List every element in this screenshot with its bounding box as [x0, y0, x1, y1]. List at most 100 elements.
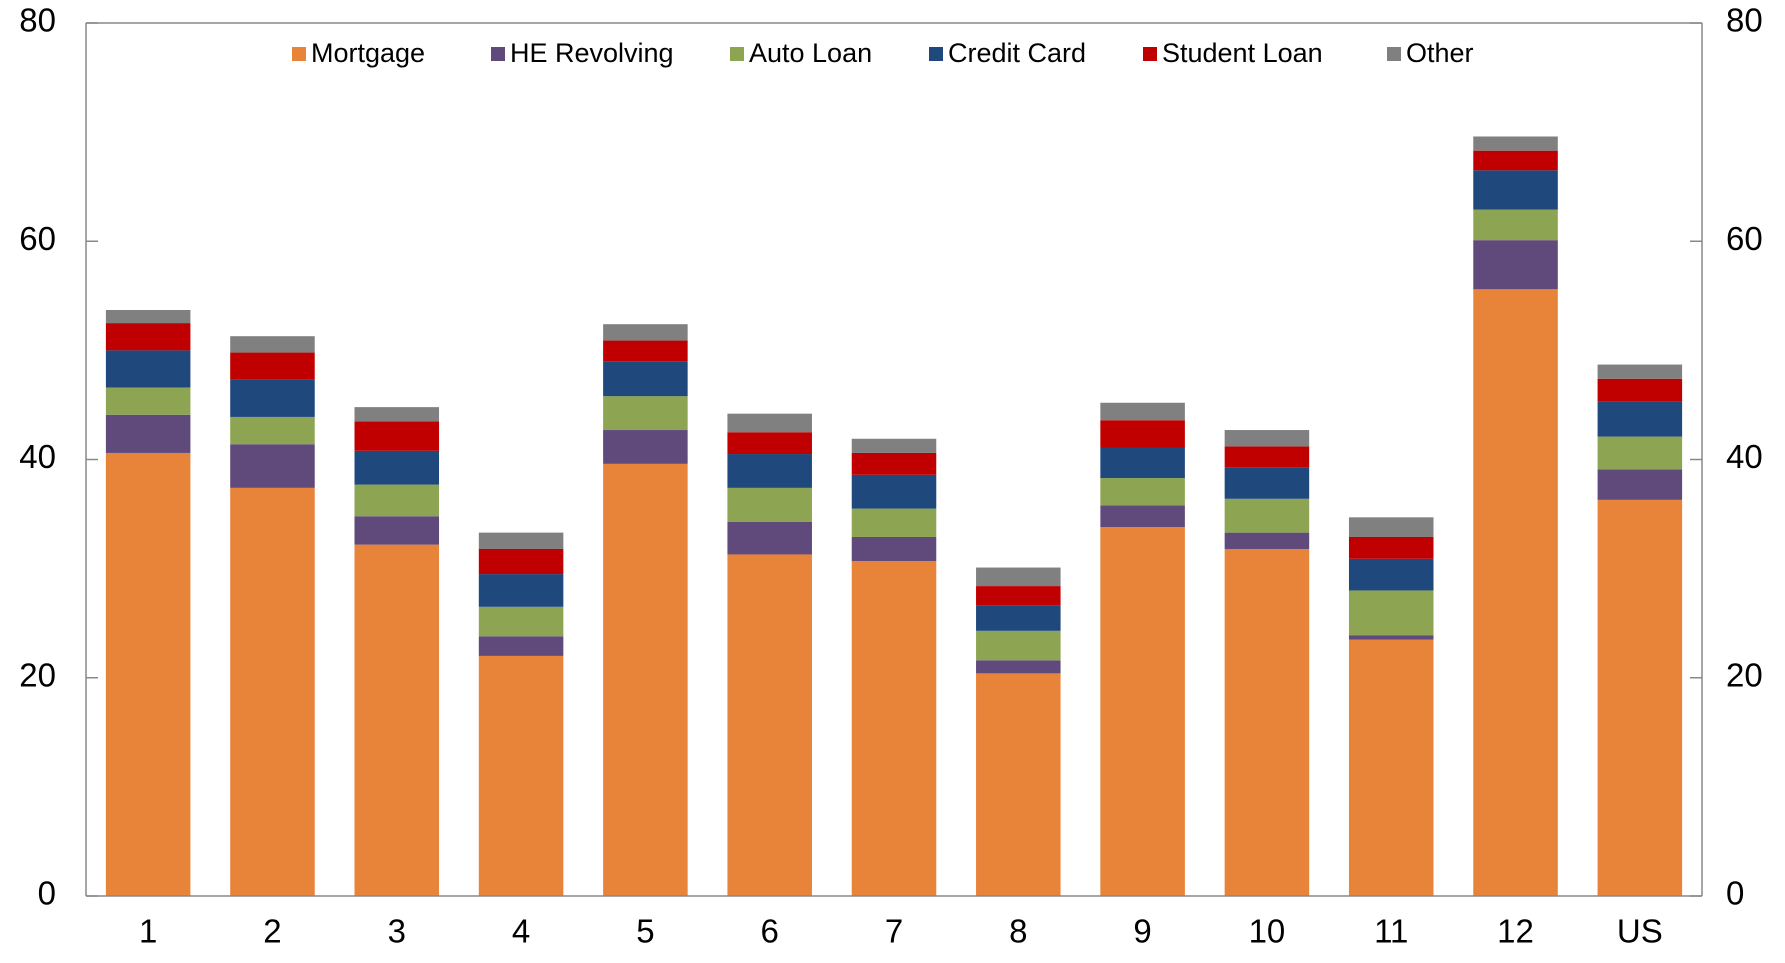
bar-segment — [354, 450, 440, 485]
bar-segment — [727, 454, 812, 488]
bar-segment — [1473, 150, 1558, 171]
bar-segment — [478, 655, 564, 896]
bar-segment — [851, 508, 937, 537]
y-tick-label: 40 — [19, 438, 56, 475]
bar-segment — [478, 532, 564, 549]
bar-segment — [478, 606, 564, 637]
legend-swatch — [1143, 47, 1157, 61]
bar-segment — [727, 554, 812, 896]
bar-segment — [1348, 536, 1434, 559]
bar-segment — [105, 309, 191, 324]
bar-segment — [1597, 378, 1683, 402]
bar-segment — [1100, 527, 1185, 896]
y2-tick-label: 20 — [1726, 656, 1763, 693]
bar-segment — [1224, 467, 1310, 499]
bar-segment — [851, 438, 937, 453]
bar-segment — [230, 336, 315, 353]
x-tick-label: US — [1617, 913, 1663, 950]
x-tick-label: 4 — [512, 913, 530, 950]
bar-segment — [1100, 402, 1185, 421]
x-tick-label: 7 — [885, 913, 903, 950]
bar-segment — [478, 636, 564, 656]
x-tick-label: 8 — [1009, 913, 1027, 950]
bar-segment — [603, 340, 688, 362]
y2-tick-label: 60 — [1726, 220, 1763, 257]
bar-segment — [230, 379, 315, 417]
bar-segment — [851, 536, 937, 561]
bar-segment — [1100, 478, 1185, 506]
x-tick-label: 2 — [263, 913, 281, 950]
bar-segment — [105, 414, 191, 453]
bar-segment — [1348, 635, 1434, 640]
bar-segment — [478, 574, 564, 607]
bar-segment — [976, 673, 1061, 896]
bar-segment — [1597, 364, 1683, 379]
legend-swatch — [730, 47, 744, 61]
bar-segment — [851, 452, 937, 475]
x-tick-label: 12 — [1497, 913, 1534, 950]
bar-segment — [727, 413, 812, 433]
bar-segment — [851, 474, 937, 509]
legend-label: Auto Loan — [749, 38, 872, 68]
bar-segment — [976, 660, 1061, 674]
bar-segment — [1100, 420, 1185, 448]
bar-segment — [1473, 240, 1558, 290]
y-tick-label: 80 — [19, 2, 56, 39]
bar-segment — [976, 567, 1061, 587]
bar-segment — [1224, 532, 1310, 549]
bar-segment — [727, 521, 812, 555]
bar-segment — [354, 544, 440, 896]
bar-segment — [354, 421, 440, 451]
bar-segment — [105, 350, 191, 388]
bar-segment — [1224, 446, 1310, 468]
bar-segment — [1348, 517, 1434, 537]
bar-segment — [1224, 548, 1310, 896]
bar-segment — [851, 560, 937, 896]
legend-swatch — [491, 47, 505, 61]
bar-segment — [1348, 639, 1434, 896]
bar-segment — [354, 407, 440, 422]
bar-segment — [1473, 209, 1558, 241]
y2-tick-label: 80 — [1726, 2, 1763, 39]
bar-segment — [1224, 430, 1310, 447]
bar-segment — [1100, 447, 1185, 479]
bar-segment — [230, 352, 315, 380]
x-tick-label: 3 — [388, 913, 406, 950]
bar-segment — [105, 387, 191, 415]
bar-segment — [1473, 136, 1558, 151]
x-tick-label: 5 — [636, 913, 654, 950]
bar-segment — [1473, 289, 1558, 896]
bar-segment — [354, 516, 440, 545]
x-tick-label: 9 — [1133, 913, 1151, 950]
legend-label: Mortgage — [311, 38, 425, 68]
bar-segment — [976, 586, 1061, 606]
legend-swatch — [1387, 47, 1401, 61]
bar-segment — [1224, 498, 1310, 533]
bar-segment — [976, 605, 1061, 631]
x-tick-label: 6 — [761, 913, 779, 950]
bar-segment — [1348, 590, 1434, 636]
bar-segment — [603, 396, 688, 431]
legend-swatch — [292, 47, 306, 61]
bar-segment — [105, 452, 191, 896]
y-tick-label: 60 — [19, 220, 56, 257]
bar-segment — [976, 630, 1061, 661]
bar-segment — [105, 323, 191, 351]
legend-label: HE Revolving — [510, 38, 674, 68]
bar-segment — [1473, 170, 1558, 210]
bar-segment — [1597, 469, 1683, 500]
bar-segment — [727, 432, 812, 455]
y2-tick-label: 40 — [1726, 438, 1763, 475]
bar-segment — [727, 487, 812, 522]
x-tick-label: 10 — [1249, 913, 1286, 950]
y-tick-label: 0 — [38, 875, 56, 912]
legend-swatch — [929, 47, 943, 61]
legend-label: Student Loan — [1162, 38, 1323, 68]
bar-segment — [1597, 499, 1683, 896]
y-tick-label: 20 — [19, 656, 56, 693]
y2-tick-label: 0 — [1726, 875, 1744, 912]
x-tick-label: 1 — [139, 913, 157, 950]
x-tick-label: 11 — [1374, 913, 1408, 950]
